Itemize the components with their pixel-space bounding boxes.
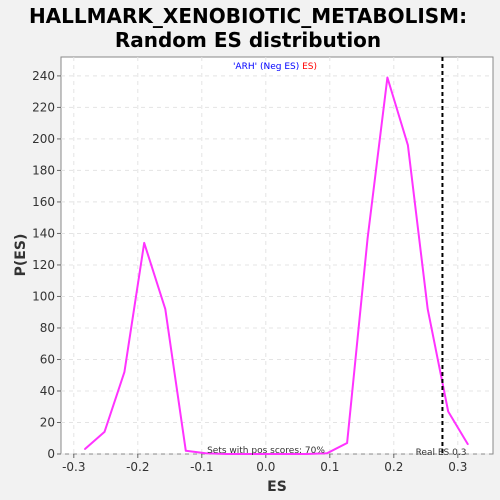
- data-point: [366, 237, 369, 239]
- y-tick-label: 120: [32, 258, 55, 272]
- legend-neg-es: (Neg ES): [260, 62, 299, 72]
- y-tick-label: 140: [32, 226, 55, 240]
- x-tick-label: -0.2: [126, 460, 149, 474]
- data-point: [143, 242, 145, 244]
- data-point: [123, 371, 125, 373]
- data-point: [427, 308, 429, 310]
- real-es-annotation: Real ES 0.3: [416, 448, 467, 458]
- legend-pos-es: ES): [302, 62, 317, 72]
- x-tick-label: 0.1: [320, 460, 339, 474]
- y-tick-label: 220: [32, 100, 55, 114]
- chart-title-line1: HALLMARK_XENOBIOTIC_METABOLISM:: [29, 4, 467, 28]
- y-tick-label: 200: [32, 132, 55, 146]
- y-tick-label: 0: [47, 447, 55, 461]
- data-point: [386, 76, 388, 79]
- y-tick-label: 80: [40, 321, 55, 335]
- y-tick-label: 240: [32, 69, 55, 83]
- data-point: [185, 450, 187, 452]
- legend-gene-set: 'ARH': [233, 62, 257, 72]
- x-tick-label: -0.1: [190, 460, 213, 474]
- y-tick-label: 100: [32, 289, 55, 303]
- es-distribution-line: [84, 76, 469, 455]
- data-point: [306, 453, 308, 455]
- y-tick-label: 20: [40, 415, 55, 429]
- data-point: [246, 453, 248, 455]
- plot-area: [60, 56, 494, 455]
- series-group: [84, 76, 469, 455]
- data-point: [103, 431, 106, 433]
- x-tick-label: -0.3: [62, 460, 85, 474]
- y-tick-label: 160: [32, 195, 55, 209]
- data-point: [164, 308, 166, 310]
- data-point: [407, 144, 409, 146]
- data-point: [225, 453, 227, 455]
- data-point: [346, 442, 348, 444]
- data-point: [467, 443, 469, 446]
- data-point: [326, 452, 328, 454]
- x-axis-ticks: -0.3 -0.2 -0.1 0.0 0.1 0.2 0.3: [62, 454, 467, 474]
- x-tick-label: 0.3: [448, 460, 467, 474]
- x-tick-label: 0.2: [384, 460, 403, 474]
- y-axis-label: P(ES): [13, 234, 29, 277]
- x-tick-label: 0.0: [256, 460, 275, 474]
- y-tick-label: 180: [32, 163, 55, 177]
- grid-lines: [61, 57, 493, 455]
- chart-title-line2: Random ES distribution: [115, 28, 381, 52]
- data-point: [205, 452, 207, 454]
- x-axis-label: ES: [267, 479, 287, 495]
- legend-text: 'ARH' (Neg ES) ES): [233, 62, 317, 72]
- y-tick-label: 40: [40, 384, 55, 398]
- y-tick-label: 60: [40, 352, 55, 366]
- data-point: [285, 453, 287, 455]
- data-point: [84, 448, 86, 450]
- data-point: [447, 410, 449, 413]
- data-point: [265, 453, 267, 455]
- pos-scores-annotation: Sets with pos scores: 70%: [207, 446, 325, 456]
- y-axis-ticks: 0 20 40 60 80 100 120 140 160 180 200 220 240: [32, 69, 61, 461]
